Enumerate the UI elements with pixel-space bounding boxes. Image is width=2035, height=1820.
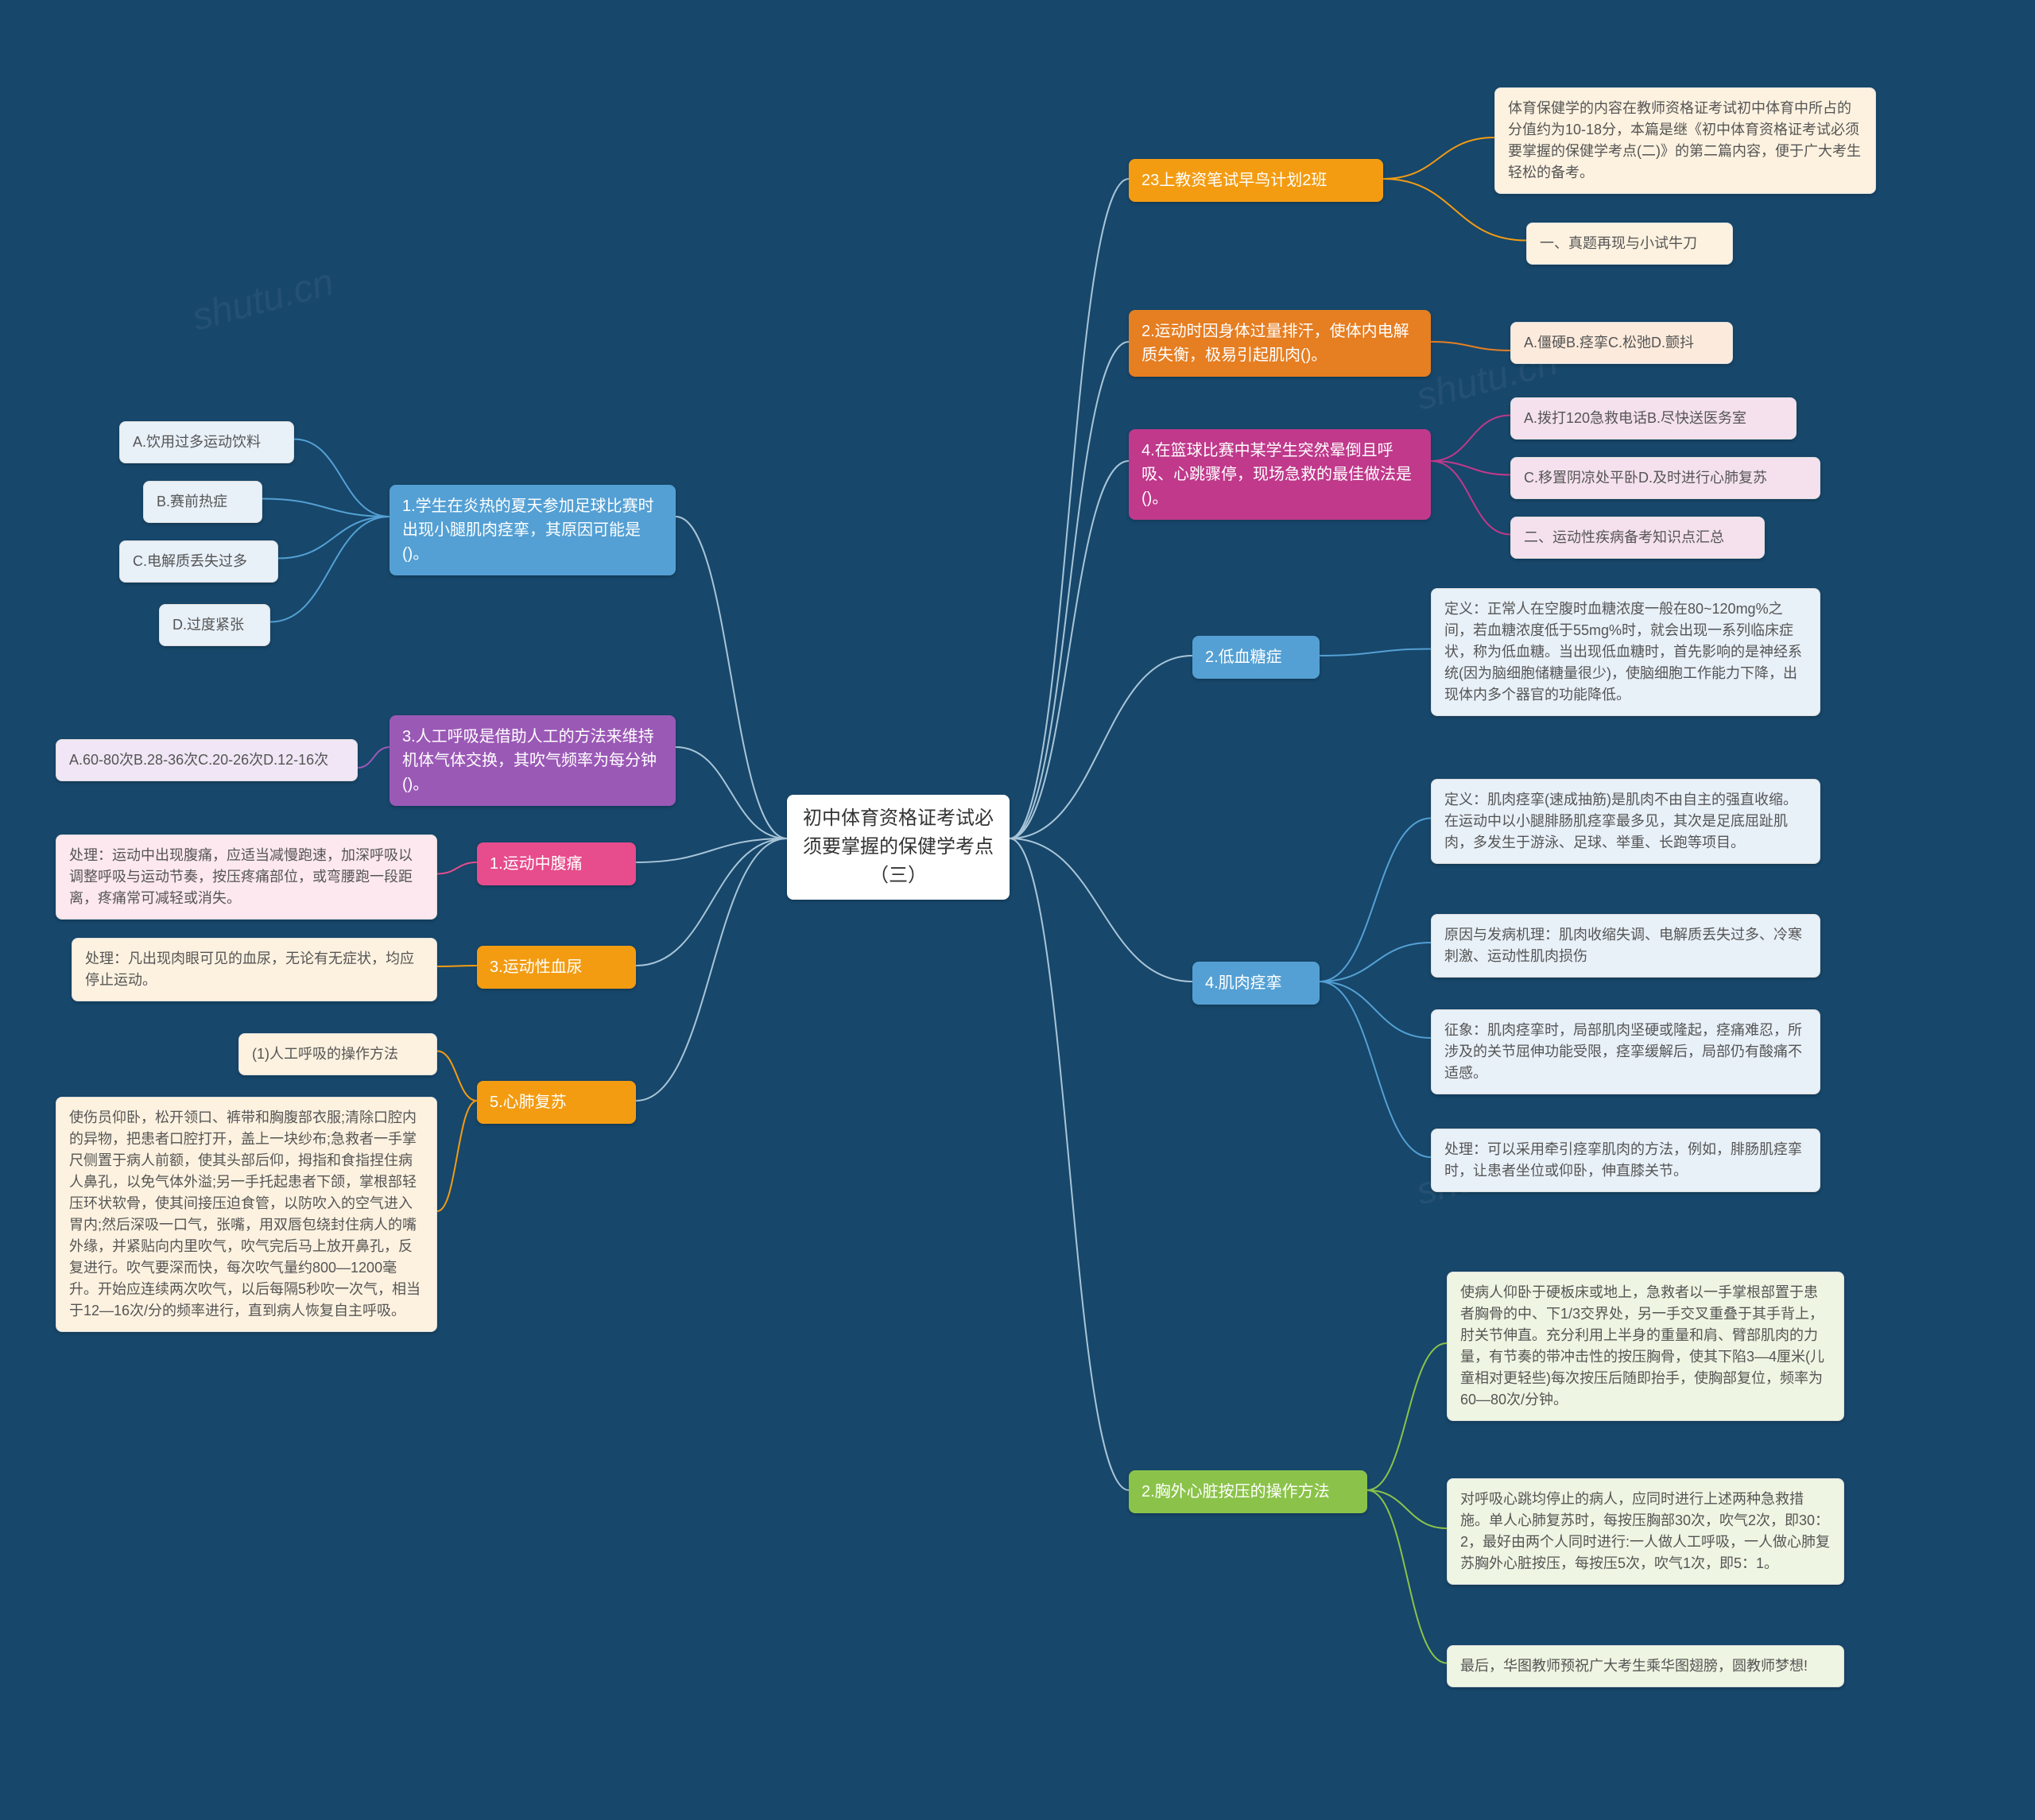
leaf-node: 原因与发病机理：肌肉收缩失调、电解质丢失过多、冷寒刺激、运动性肌肉损伤 [1431, 914, 1820, 978]
leaf-node: 处理：可以采用牵引痉挛肌肉的方法，例如，腓肠肌痉挛时，让患者坐位或仰卧，伸直膝关… [1431, 1129, 1820, 1192]
branch-node[interactable]: 4.在篮球比赛中某学生突然晕倒且呼吸、心跳骤停，现场急救的最佳做法是()。 [1129, 429, 1431, 520]
branch-node[interactable]: 23上教资笔试早鸟计划2班 [1129, 159, 1383, 202]
leaf-node: 处理：运动中出现腹痛，应适当减慢跑速，加深呼吸以调整呼吸与运动节奏，按压疼痛部位… [56, 834, 437, 920]
leaf-node: 定义：正常人在空腹时血糖浓度一般在80~120mg%之间，若血糖浓度低于55mg… [1431, 588, 1820, 716]
leaf-node: A.60-80次B.28-36次C.20-26次D.12-16次 [56, 739, 358, 781]
leaf-node: 使病人仰卧于硬板床或地上，急救者以一手掌根部置于患者胸骨的中、下1/3交界处，另… [1447, 1272, 1844, 1421]
leaf-node: 一、真题再现与小试牛刀 [1526, 223, 1733, 265]
branch-node[interactable]: 1.学生在炎热的夏天参加足球比赛时出现小腿肌肉痉挛，其原因可能是()。 [390, 485, 676, 575]
leaf-node: 征象：肌肉痉挛时，局部肌肉坚硬或隆起，痉痛难忍，所涉及的关节屈伸功能受限，痉挛缓… [1431, 1009, 1820, 1094]
branch-node[interactable]: 4.肌肉痉挛 [1192, 962, 1320, 1005]
branch-node[interactable]: 3.运动性血尿 [477, 946, 636, 989]
leaf-node: C.移置阴凉处平卧D.及时进行心肺复苏 [1510, 457, 1820, 499]
leaf-node: 对呼吸心跳均停止的病人，应同时进行上述两种急救措施。单人心肺复苏时，每按压胸部3… [1447, 1478, 1844, 1585]
branch-node[interactable]: 2.低血糖症 [1192, 636, 1320, 679]
leaf-node: (1)人工呼吸的操作方法 [238, 1033, 437, 1075]
leaf-node: B.赛前热症 [143, 481, 262, 523]
branch-node[interactable]: 2.胸外心脏按压的操作方法 [1129, 1470, 1367, 1513]
leaf-node: D.过度紧张 [159, 604, 270, 646]
leaf-node: 体育保健学的内容在教师资格证考试初中体育中所占的分值约为10-18分，本篇是继《… [1494, 87, 1876, 194]
leaf-node: A.僵硬B.痉挛C.松弛D.颤抖 [1510, 322, 1733, 364]
watermark: shutu.cn [188, 260, 339, 339]
branch-node[interactable]: 5.心肺复苏 [477, 1081, 636, 1124]
leaf-node: 使伤员仰卧，松开领口、裤带和胸腹部衣服;清除口腔内的异物，把患者口腔打开，盖上一… [56, 1097, 437, 1332]
leaf-node: 最后，华图教师预祝广大考生乘华图翅膀，圆教师梦想! [1447, 1645, 1844, 1687]
leaf-node: 处理：凡出现肉眼可见的血尿，无论有无症状，均应停止运动。 [72, 938, 437, 1001]
leaf-node: 二、运动性疾病备考知识点汇总 [1510, 517, 1765, 559]
leaf-node: A.拨打120急救电话B.尽快送医务室 [1510, 397, 1797, 440]
root-node[interactable]: 初中体育资格证考试必须要掌握的保健学考点（三） [787, 795, 1010, 900]
leaf-node: C.电解质丢失过多 [119, 540, 278, 583]
branch-node[interactable]: 3.人工呼吸是借助人工的方法来维持机体气体交换，其吹气频率为每分钟()。 [390, 715, 676, 806]
branch-node[interactable]: 2.运动时因身体过量排汗，使体内电解质失衡，极易引起肌肉()。 [1129, 310, 1431, 377]
branch-node[interactable]: 1.运动中腹痛 [477, 842, 636, 885]
leaf-node: A.饮用过多运动饮料 [119, 421, 294, 463]
leaf-node: 定义：肌肉痉挛(速成抽筋)是肌肉不由自主的强直收缩。在运动中以小腿腓肠肌痉挛最多… [1431, 779, 1820, 864]
